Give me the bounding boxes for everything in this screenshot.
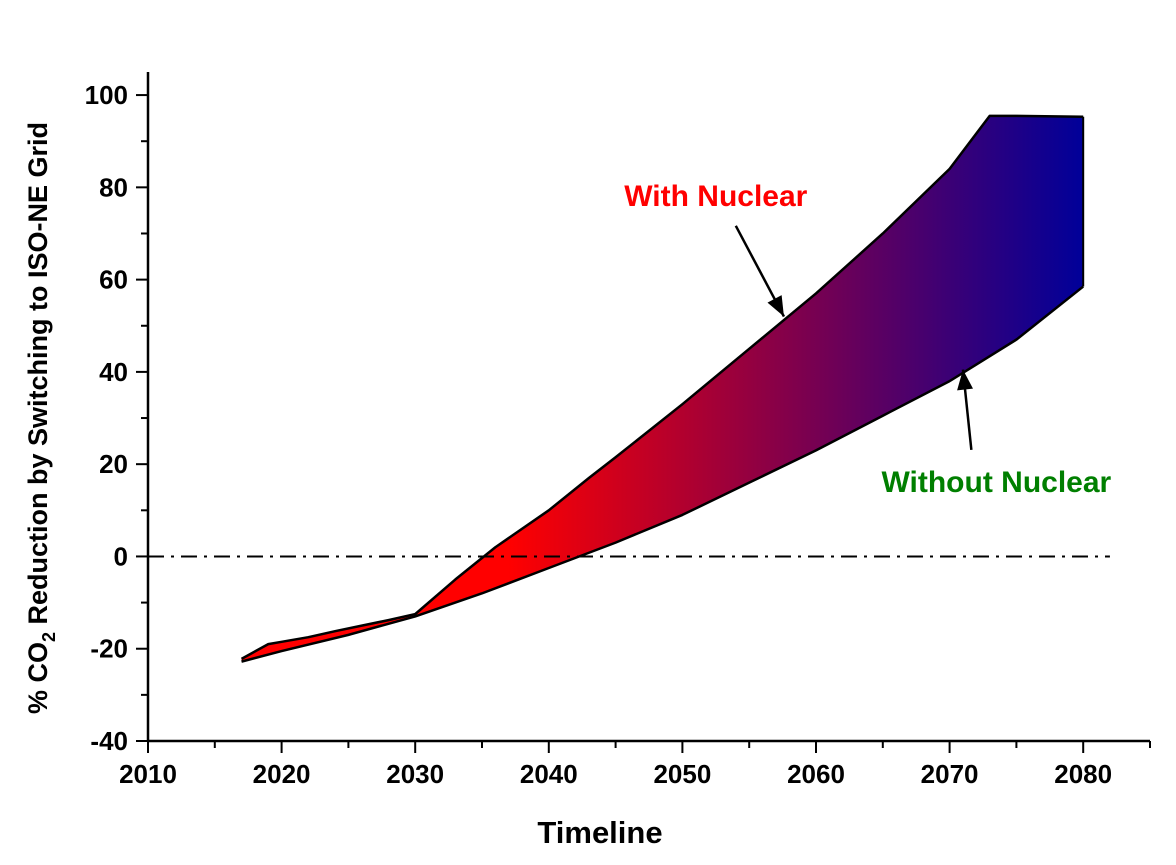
x-tick-label: 2010 (119, 759, 177, 789)
y-tick-label: 80 (99, 172, 128, 202)
x-tick-label: 2060 (787, 759, 845, 789)
annotation-with-nuclear: With Nuclear (624, 180, 807, 213)
y-axis-title-subscript: 2 (39, 632, 59, 642)
x-axis-title: Timeline (537, 815, 662, 850)
y-tick-label: 40 (99, 357, 128, 387)
x-tick-label: 2050 (653, 759, 711, 789)
series-line-without-nuclear (241, 285, 1084, 663)
plot-lines (148, 114, 1110, 663)
y-tick-label: -40 (90, 726, 128, 756)
y-axis-title-suffix: Reduction by Switching to ISO-NE Grid (23, 122, 53, 632)
annotation-without-nuclear-arrow-head (957, 369, 973, 391)
band-fill (241, 115, 1084, 662)
x-tick-label: 2070 (921, 759, 979, 789)
annotation-without-nuclear: Without Nuclear (881, 466, 1111, 499)
annotations: With Nuclear Without Nuclear (624, 180, 1111, 499)
y-axis-title-prefix: % CO (23, 642, 53, 714)
y-tick-label: 0 (114, 541, 128, 571)
series-line-with-nuclear (240, 114, 1084, 660)
x-tick-label: 2020 (253, 759, 311, 789)
y-tick-label: 20 (99, 449, 128, 479)
y-axis-title: % CO2 Reduction by Switching to ISO-NE G… (23, 122, 59, 714)
x-tick-label: 2040 (520, 759, 578, 789)
annotation-with-nuclear-arrow-head (767, 295, 784, 317)
y-tick-label: 100 (85, 80, 128, 110)
plot-band (241, 115, 1084, 662)
y-tick-label: 60 (99, 265, 128, 295)
axes: 2010 2020 2030 2040 2050 2060 2070 2080-40-2002… (85, 72, 1151, 789)
y-tick-label: -20 (90, 634, 128, 664)
x-tick-label: 2030 (386, 759, 444, 789)
x-tick-label: 2080 (1054, 759, 1112, 789)
